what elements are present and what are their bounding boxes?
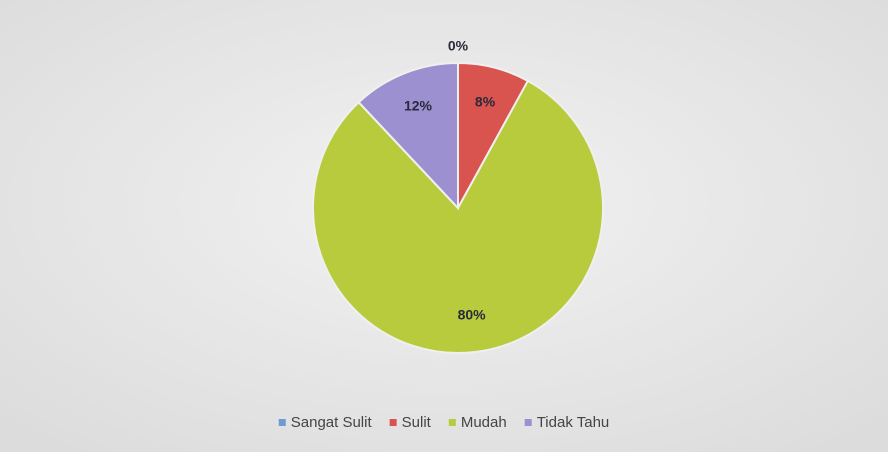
slice [357, 61, 459, 211]
legend-label: Sangat Sulit [291, 414, 373, 431]
data-label: 0% [448, 38, 469, 54]
data-label: 12% [404, 98, 433, 114]
legend-swatch [524, 419, 532, 426]
data-label: 8% [475, 93, 496, 109]
data-label: 80% [458, 307, 487, 323]
legend-label: Sulit [402, 414, 432, 431]
legend: Sangat Sulit Sulit Mudah Tidak Tahu [278, 414, 610, 431]
legend-swatch [389, 419, 397, 426]
pie: 0% 8% 80% 12% [312, 38, 604, 354]
legend-label: Mudah [461, 414, 507, 431]
legend-swatch [448, 419, 456, 426]
legend-swatch [278, 419, 286, 426]
slice [312, 79, 604, 354]
legend-label: Tidak Tahu [537, 414, 610, 431]
